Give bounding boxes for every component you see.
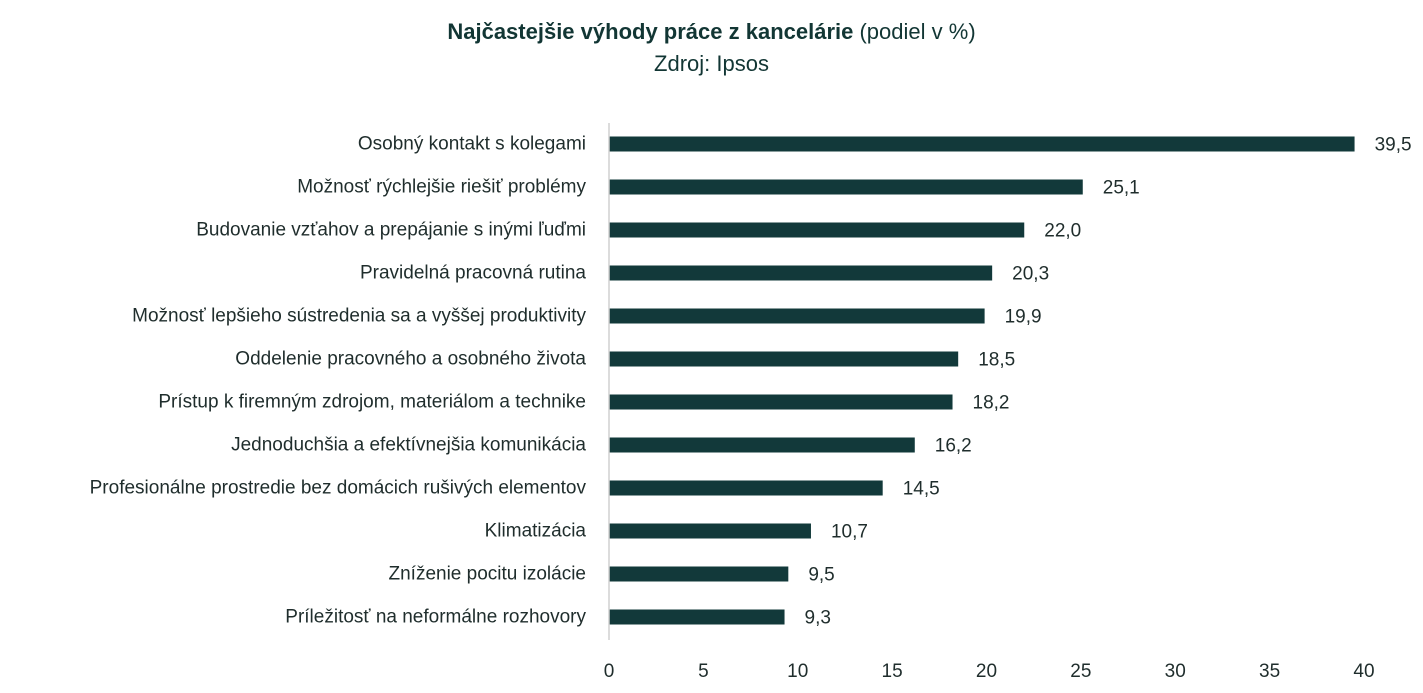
category-label: Možnosť rýchlejšie riešiť problémy	[297, 177, 586, 198]
value-label: 14,5	[903, 479, 940, 500]
value-label: 19,9	[1005, 307, 1042, 328]
value-label: 10,7	[831, 522, 868, 543]
bar	[609, 437, 915, 453]
x-tick-label: 35	[1259, 661, 1280, 682]
bar	[609, 566, 789, 582]
chart-header: Najčastejšie výhody práce z kancelárie (…	[0, 16, 1423, 80]
value-label: 39,5	[1375, 135, 1412, 156]
category-label: Oddelenie pracovného a osobného života	[235, 349, 586, 370]
category-label: Možnosť lepšieho sústredenia sa a vyššej…	[132, 306, 586, 327]
x-tick-label: 20	[976, 661, 997, 682]
value-label: 18,5	[978, 350, 1015, 371]
category-label: Budovanie vzťahov a prepájanie s inými ľ…	[196, 220, 586, 241]
bar	[609, 480, 883, 496]
x-tick-label: 5	[698, 661, 709, 682]
x-axis-ticks: 0 5 10 15 20 25 30 35 40	[604, 661, 1375, 682]
x-tick-label: 40	[1353, 661, 1374, 682]
bar	[609, 136, 1355, 152]
chart-title-line: Najčastejšie výhody práce z kancelárie (…	[0, 16, 1423, 48]
chart-subtitle: Zdroj: Ipsos	[654, 51, 769, 76]
value-labels: 39,5 25,1 22,0 20,3 19,9 18,5 18,2 16,2 14,5 10,7…	[805, 135, 1412, 629]
bar	[609, 351, 959, 367]
category-label: Prístup k firemným zdrojom, materiálom a…	[158, 392, 586, 413]
category-labels: Osobný kontakt s kolegami Možnosť rýchlej…	[90, 134, 587, 628]
chart-title: Najčastejšie výhody práce z kancelárie	[447, 19, 854, 44]
category-label: Osobný kontakt s kolegami	[358, 134, 586, 155]
category-label: Klimatizácia	[485, 521, 587, 542]
bars-layer	[609, 136, 1355, 625]
bar	[609, 308, 985, 324]
bar	[609, 609, 785, 625]
bar	[609, 222, 1025, 238]
value-label: 25,1	[1103, 178, 1140, 199]
category-label: Jednoduchšia a efektívnejšia komunikácia	[231, 435, 586, 456]
value-label: 16,2	[935, 436, 972, 457]
bar	[609, 265, 993, 281]
category-label: Pravidelná pracovná rutina	[360, 263, 586, 284]
x-tick-label: 25	[1070, 661, 1091, 682]
value-label: 22,0	[1044, 221, 1081, 242]
chart-title-suffix: (podiel v %)	[859, 19, 976, 44]
value-label: 18,2	[973, 393, 1010, 414]
category-label: Zníženie pocitu izolácie	[389, 564, 587, 585]
x-tick-label: 0	[604, 661, 615, 682]
bar	[609, 179, 1083, 195]
category-label: Profesionálne prostredie bez domácich ru…	[90, 478, 587, 499]
value-label: 20,3	[1012, 264, 1049, 285]
bar	[609, 394, 953, 410]
x-tick-label: 15	[882, 661, 903, 682]
value-label: 9,3	[805, 608, 831, 629]
x-tick-label: 10	[787, 661, 808, 682]
x-tick-label: 30	[1165, 661, 1186, 682]
bar	[609, 523, 811, 539]
category-label: Príležitosť na neformálne rozhovory	[285, 607, 586, 628]
value-label: 9,5	[808, 565, 834, 586]
